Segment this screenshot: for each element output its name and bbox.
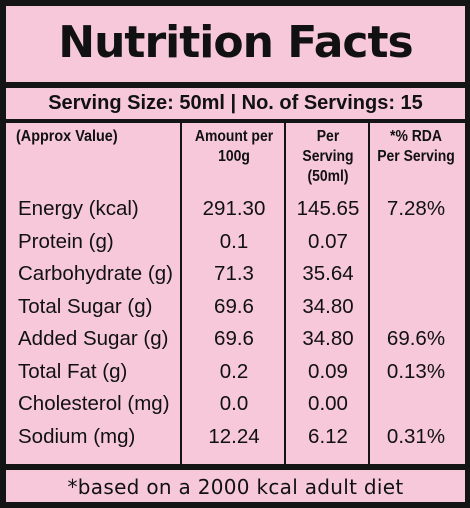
amount-per-serving: 0.00 [308, 392, 348, 415]
amount-per-100g: 0.2 [219, 359, 249, 383]
divider-under-title [6, 82, 465, 88]
rda-percent: 7.28% [386, 197, 446, 220]
table-row: Sodium (mg) 12.24 6.12 0.31% [6, 421, 465, 454]
amount-per-serving: 0.07 [308, 229, 348, 253]
header-amount-line1: Amount per [194, 128, 274, 145]
nutrient-name: Protein (g) [18, 229, 114, 253]
header-per-serving-line1: Per Serving [302, 128, 354, 165]
table-row: Added Sugar (g) 69.6 34.80 69.6% [6, 323, 465, 356]
amount-per-100g: 291.30 [202, 197, 266, 220]
amount-per-serving: 145.65 [296, 197, 360, 220]
nutrient-name: Carbohydrate (g) [18, 262, 173, 285]
serving-info: Serving Size: 50ml | No. of Servings: 15 [48, 92, 423, 114]
label-title: Nutrition Facts [58, 17, 413, 68]
table-row: Energy (kcal) 291.30 145.65 7.28% [6, 193, 465, 226]
table-row: Total Fat (g) 0.2 0.09 0.13% [6, 356, 465, 389]
nutrient-name: Total Sugar (g) [18, 294, 153, 318]
divider-under-serving [6, 119, 465, 123]
amount-per-serving: 0.09 [308, 359, 348, 383]
nutrient-name: Added Sugar (g) [18, 327, 169, 350]
header-rda: *% RDA Per Serving [375, 127, 458, 167]
header-rda-line1: *% RDA [390, 128, 442, 145]
nutrient-name: Energy (kcal) [18, 197, 139, 220]
divider-above-footer [6, 464, 465, 470]
header-amount-per-100g: Amount per 100g [187, 127, 281, 167]
column-divider-1 [180, 123, 182, 467]
rda-percent: 0.31% [386, 424, 446, 448]
amount-per-serving: 6.12 [308, 424, 348, 448]
amount-per-serving: 34.80 [302, 294, 354, 318]
amount-per-100g: 69.6 [214, 327, 254, 350]
amount-per-100g: 0.1 [219, 229, 249, 253]
rda-percent: 0.13% [386, 359, 446, 383]
footnote: *based on a 2000 kcal adult diet [67, 475, 404, 499]
amount-per-100g: 69.6 [214, 294, 254, 318]
amount-per-100g: 12.24 [208, 424, 260, 448]
table-row: Carbohydrate (g) 71.3 35.64 [6, 258, 465, 291]
header-per-serving-line2: (50ml) [307, 168, 349, 185]
column-divider-2 [284, 123, 286, 467]
header-amount-line2: 100g [218, 148, 250, 165]
header-nutrient: (Approx Value) [16, 128, 118, 145]
rda-percent: 69.6% [386, 327, 446, 350]
column-divider-3 [368, 123, 370, 467]
table-row: Protein (g) 0.1 0.07 [6, 226, 465, 259]
header-per-serving: Per Serving (50ml) [290, 127, 366, 187]
amount-per-serving: 35.64 [302, 262, 354, 285]
nutrient-name: Total Fat (g) [18, 359, 128, 383]
header-rda-line2: Per Serving [377, 148, 455, 165]
amount-per-100g: 71.3 [214, 262, 254, 285]
nutrient-name: Cholesterol (mg) [18, 392, 170, 415]
table-row: Cholesterol (mg) 0.0 0.00 [6, 388, 465, 421]
amount-per-100g: 0.0 [219, 392, 249, 415]
nutrient-table: Energy (kcal) 291.30 145.65 7.28% Protei… [6, 193, 465, 453]
amount-per-serving: 34.80 [302, 327, 354, 350]
nutrient-name: Sodium (mg) [18, 424, 136, 448]
table-row: Total Sugar (g) 69.6 34.80 [6, 291, 465, 324]
